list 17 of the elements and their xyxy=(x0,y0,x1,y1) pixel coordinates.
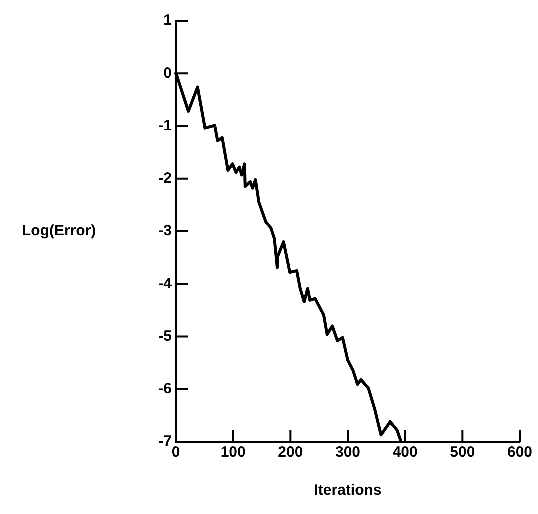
x-tick-label: 200 xyxy=(278,444,304,462)
y-tick-label: -2 xyxy=(158,170,172,188)
y-tick-label: 1 xyxy=(164,12,172,30)
x-tick-label: 400 xyxy=(392,444,418,462)
y-tick-label: -3 xyxy=(158,222,172,240)
y-tick-label: -5 xyxy=(158,328,172,345)
y-tick-label: 0 xyxy=(164,64,172,82)
x-axis-title: Iterations xyxy=(314,482,382,500)
y-tick-label: -7 xyxy=(158,433,172,450)
y-tick-label: -6 xyxy=(158,380,172,398)
y-axis-title: Log(Error) xyxy=(22,222,96,240)
y-tick-label: -4 xyxy=(158,275,173,292)
x-tick-label: 500 xyxy=(450,444,476,462)
y-tick-label: -1 xyxy=(158,117,172,134)
x-tick-label: 600 xyxy=(507,444,533,462)
x-tick-label: 100 xyxy=(220,444,246,462)
x-tick-label: 300 xyxy=(335,444,361,462)
